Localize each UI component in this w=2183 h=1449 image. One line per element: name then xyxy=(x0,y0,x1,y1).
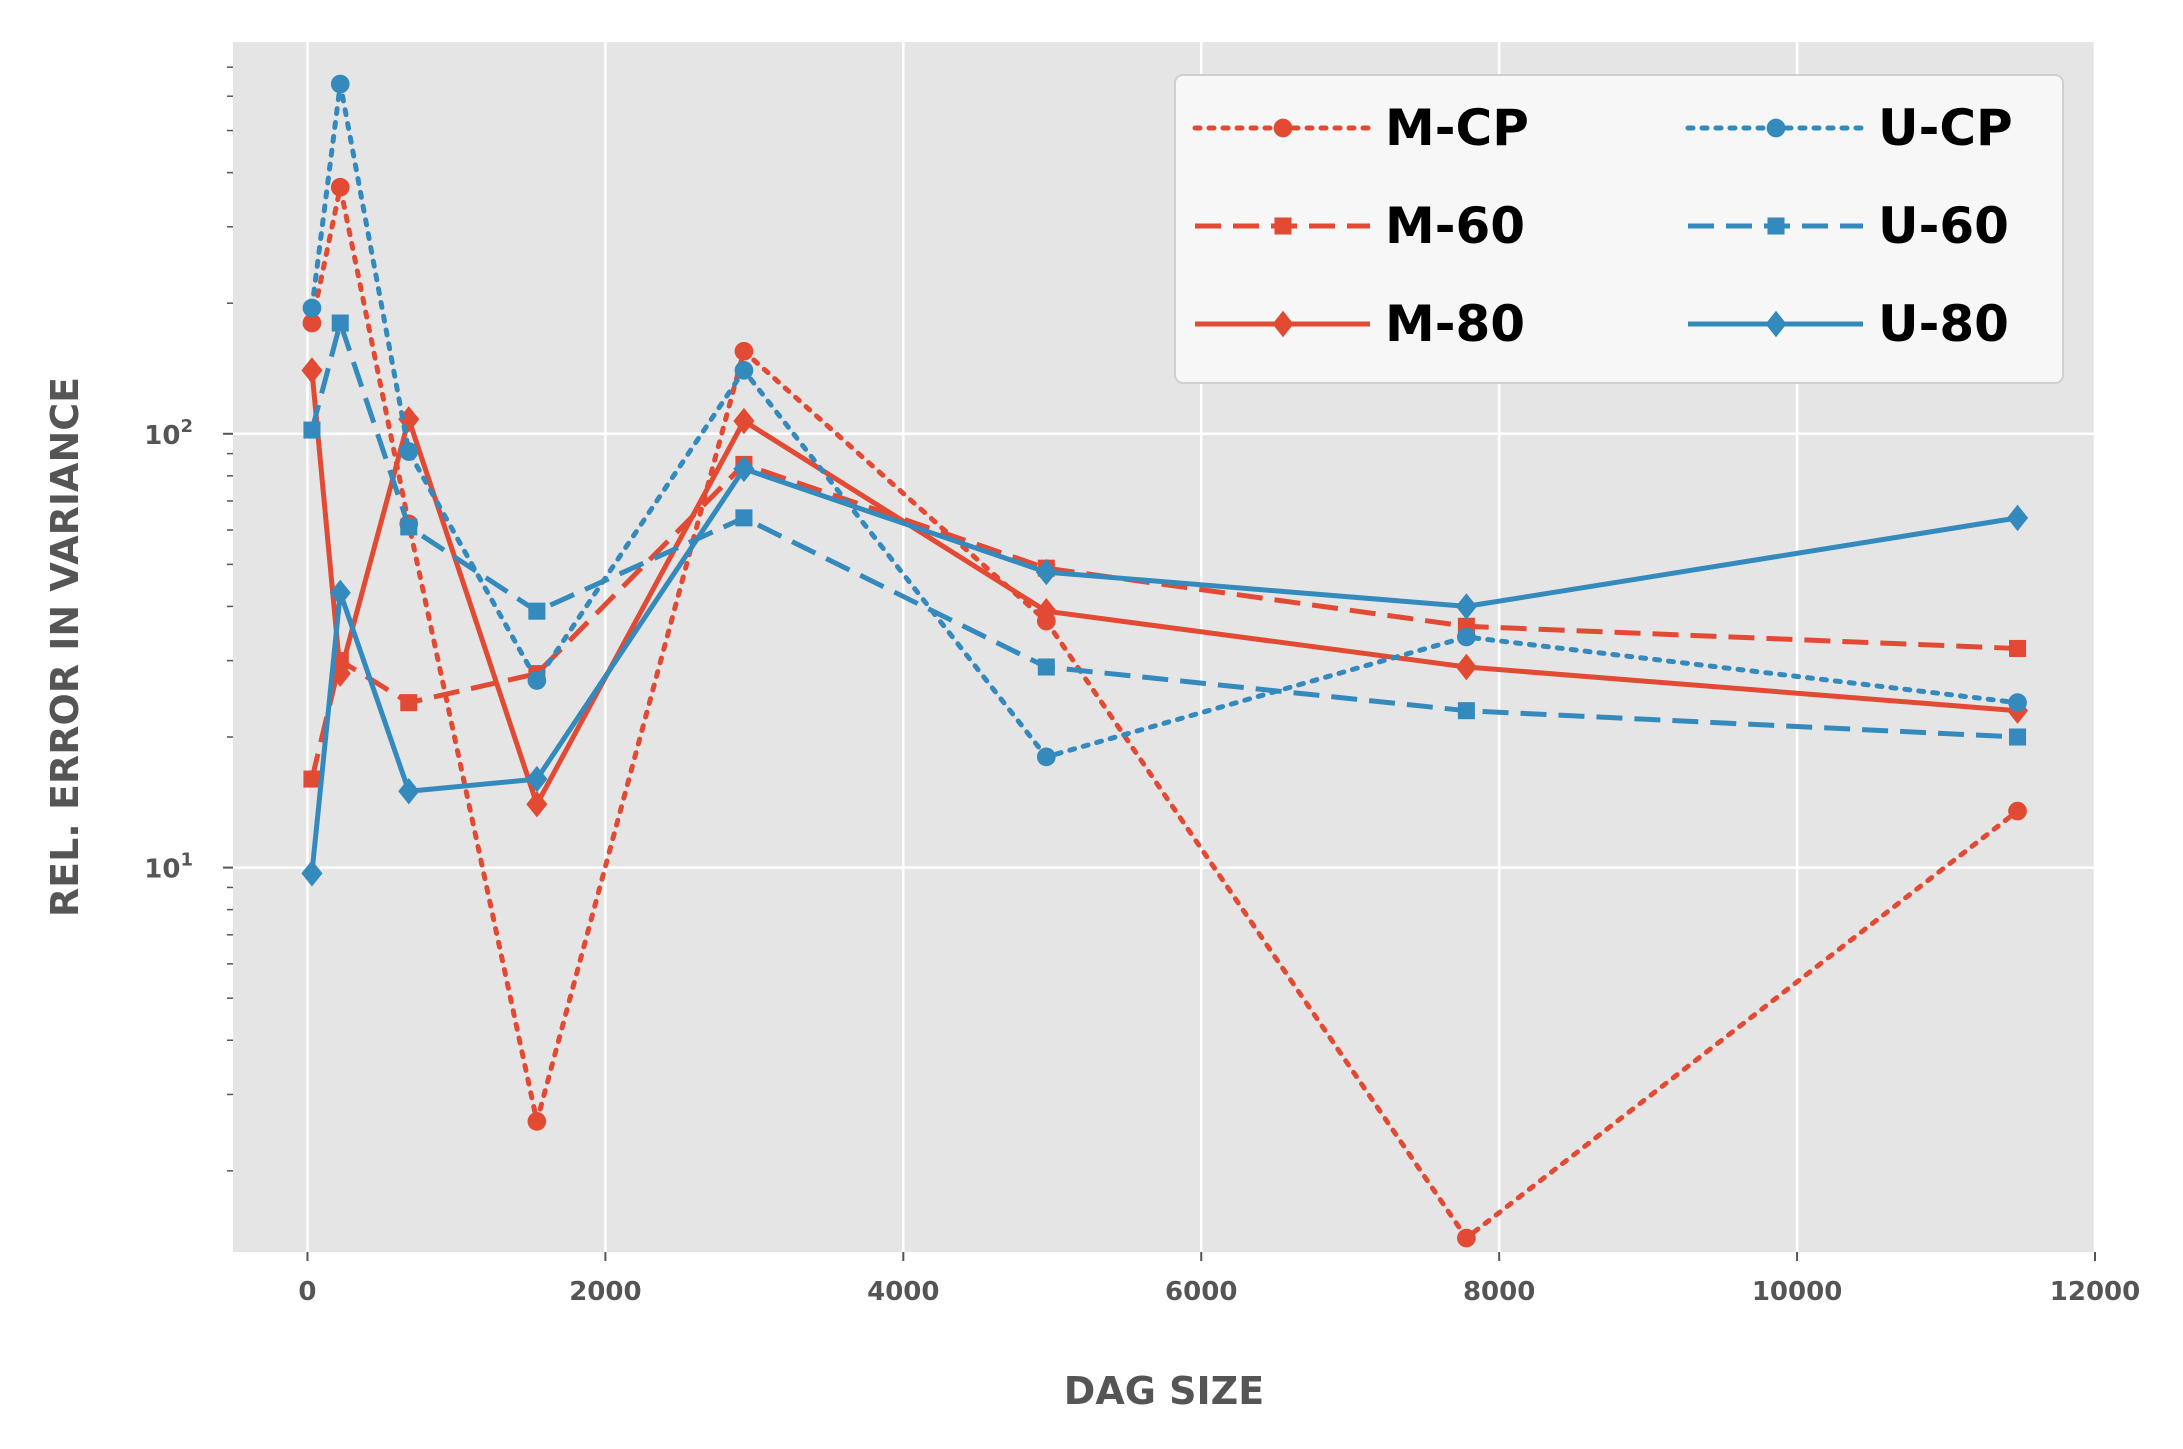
x-tick-label: 8000 xyxy=(1463,1277,1535,1307)
data-point xyxy=(400,694,418,712)
data-point xyxy=(1035,558,1057,586)
x-axis-title: DAG SIZE xyxy=(1064,1369,1264,1413)
data-point xyxy=(331,314,349,332)
legend-marker xyxy=(1273,118,1293,138)
data-point xyxy=(526,791,548,818)
series-line xyxy=(309,320,2018,740)
legend-marker xyxy=(1274,217,1292,235)
data-point xyxy=(399,442,419,461)
data-point xyxy=(329,660,351,687)
series-line xyxy=(309,461,2018,780)
data-point xyxy=(1455,653,1477,681)
legend-item-m-cp: M-CP xyxy=(1192,99,1529,157)
legend-marker xyxy=(1765,310,1787,338)
data-point xyxy=(301,860,323,887)
legend-box xyxy=(1174,74,2064,384)
legend-item-u-cp: U-CP xyxy=(1685,99,2013,157)
series-line xyxy=(309,81,2020,760)
series-u-cp xyxy=(302,74,2027,767)
x-tick-label: 0 xyxy=(298,1277,316,1307)
data-point xyxy=(400,518,418,536)
x-tick-label: 4000 xyxy=(867,1277,939,1307)
data-point xyxy=(2009,639,2027,657)
data-point xyxy=(329,579,351,606)
x-tick-label: 12000 xyxy=(2050,1277,2140,1307)
data-point xyxy=(301,357,323,384)
data-point xyxy=(398,778,420,805)
data-point xyxy=(734,341,754,361)
legend-item-m-60: M-60 xyxy=(1195,197,1525,255)
legend-item-u-60: U-60 xyxy=(1688,197,2009,255)
data-point xyxy=(527,671,547,690)
legend-label: U-CP xyxy=(1878,99,2013,157)
data-point xyxy=(734,361,754,380)
legend-label: M-80 xyxy=(1385,295,1525,353)
data-point xyxy=(1457,627,1476,647)
data-point xyxy=(526,765,548,793)
data-point xyxy=(735,509,753,527)
y-axis-title: REL. ERROR IN VARIANCE xyxy=(43,377,87,917)
series-u-60 xyxy=(303,314,2027,746)
legend-item-u-80: U-80 xyxy=(1688,295,2009,353)
data-point xyxy=(528,602,546,620)
data-point xyxy=(733,407,755,435)
data-point xyxy=(1037,658,1055,676)
data-point xyxy=(1036,747,1056,767)
x-axis: 0 2000 4000 6000 8000 10000 12000 xyxy=(298,1252,2140,1307)
data-point xyxy=(733,455,755,483)
data-point xyxy=(1457,702,1475,720)
data-point xyxy=(2008,801,2027,821)
data-point xyxy=(303,770,321,788)
x-tick-label: 10000 xyxy=(1752,1277,1842,1307)
series-line xyxy=(309,466,2018,874)
series-u-80 xyxy=(301,455,2029,887)
data-point xyxy=(302,298,322,318)
data-point xyxy=(1457,1228,1476,1248)
legend-label: U-80 xyxy=(1878,295,2009,353)
y-tick-label: 101 xyxy=(144,850,193,885)
series-line xyxy=(309,184,2020,1241)
legend-items: M-CP M-60 M-80 U-CP U-60 U-80 xyxy=(1192,99,2013,353)
legend-marker xyxy=(1272,310,1294,338)
data-point xyxy=(302,313,322,333)
x-tick-label: 2000 xyxy=(569,1277,641,1307)
x-tick-label: 6000 xyxy=(1165,1277,1237,1307)
legend-marker xyxy=(1766,118,1786,138)
series-layer xyxy=(301,74,2029,1248)
legend-label: M-60 xyxy=(1385,197,1525,255)
data-point xyxy=(330,74,350,94)
y-axis: 101 102 xyxy=(144,66,233,1172)
legend-label: M-CP xyxy=(1385,99,1529,157)
data-point xyxy=(2008,693,2027,713)
legend: M-CP M-60 M-80 U-CP U-60 U-80 xyxy=(1174,74,2064,384)
data-point xyxy=(2006,504,2029,532)
data-point xyxy=(2009,728,2027,746)
data-point xyxy=(303,421,321,439)
data-point xyxy=(527,1112,547,1131)
data-point xyxy=(1035,597,1057,625)
data-point xyxy=(1455,593,1477,620)
legend-marker xyxy=(1767,217,1785,235)
legend-label: U-60 xyxy=(1878,197,2009,255)
legend-item-m-80: M-80 xyxy=(1195,295,1525,353)
data-point xyxy=(330,177,350,197)
y-tick-label: 102 xyxy=(144,416,193,451)
